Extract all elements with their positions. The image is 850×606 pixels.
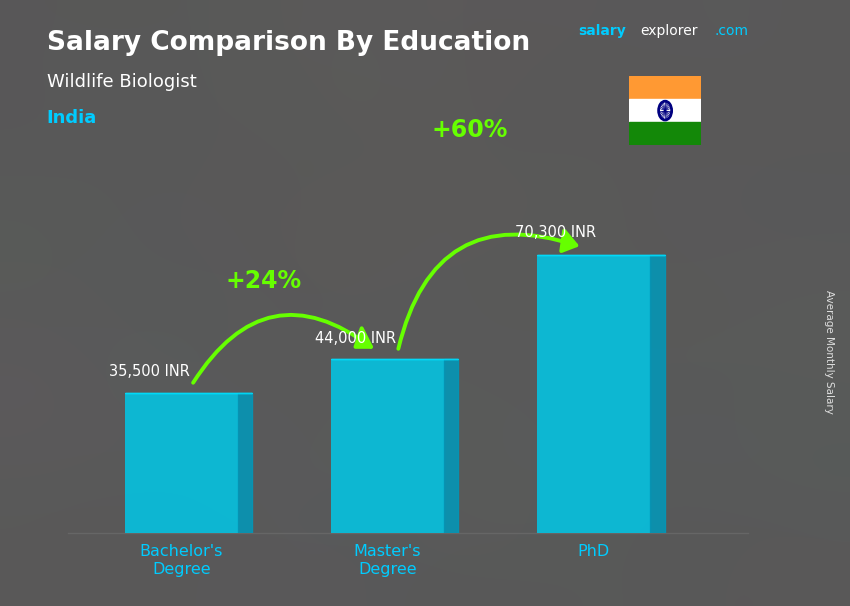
Text: .com: .com bbox=[714, 24, 748, 38]
Text: Salary Comparison By Education: Salary Comparison By Education bbox=[47, 30, 530, 56]
Text: 44,000 INR: 44,000 INR bbox=[315, 330, 396, 345]
Text: 35,500 INR: 35,500 INR bbox=[109, 364, 190, 379]
Text: +24%: +24% bbox=[226, 269, 302, 293]
Text: +60%: +60% bbox=[432, 118, 508, 142]
Text: Wildlife Biologist: Wildlife Biologist bbox=[47, 73, 196, 91]
Polygon shape bbox=[238, 393, 252, 533]
Text: 70,300 INR: 70,300 INR bbox=[515, 225, 597, 239]
Bar bbox=[537, 256, 650, 533]
Bar bbox=[629, 76, 701, 99]
Bar bbox=[629, 99, 701, 122]
Bar bbox=[629, 122, 701, 145]
Text: India: India bbox=[47, 109, 97, 127]
Polygon shape bbox=[650, 256, 665, 533]
Bar bbox=[331, 359, 444, 533]
Text: Average Monthly Salary: Average Monthly Salary bbox=[824, 290, 835, 413]
Polygon shape bbox=[444, 359, 458, 533]
Text: explorer: explorer bbox=[640, 24, 698, 38]
Bar bbox=[125, 393, 238, 533]
Text: salary: salary bbox=[578, 24, 626, 38]
